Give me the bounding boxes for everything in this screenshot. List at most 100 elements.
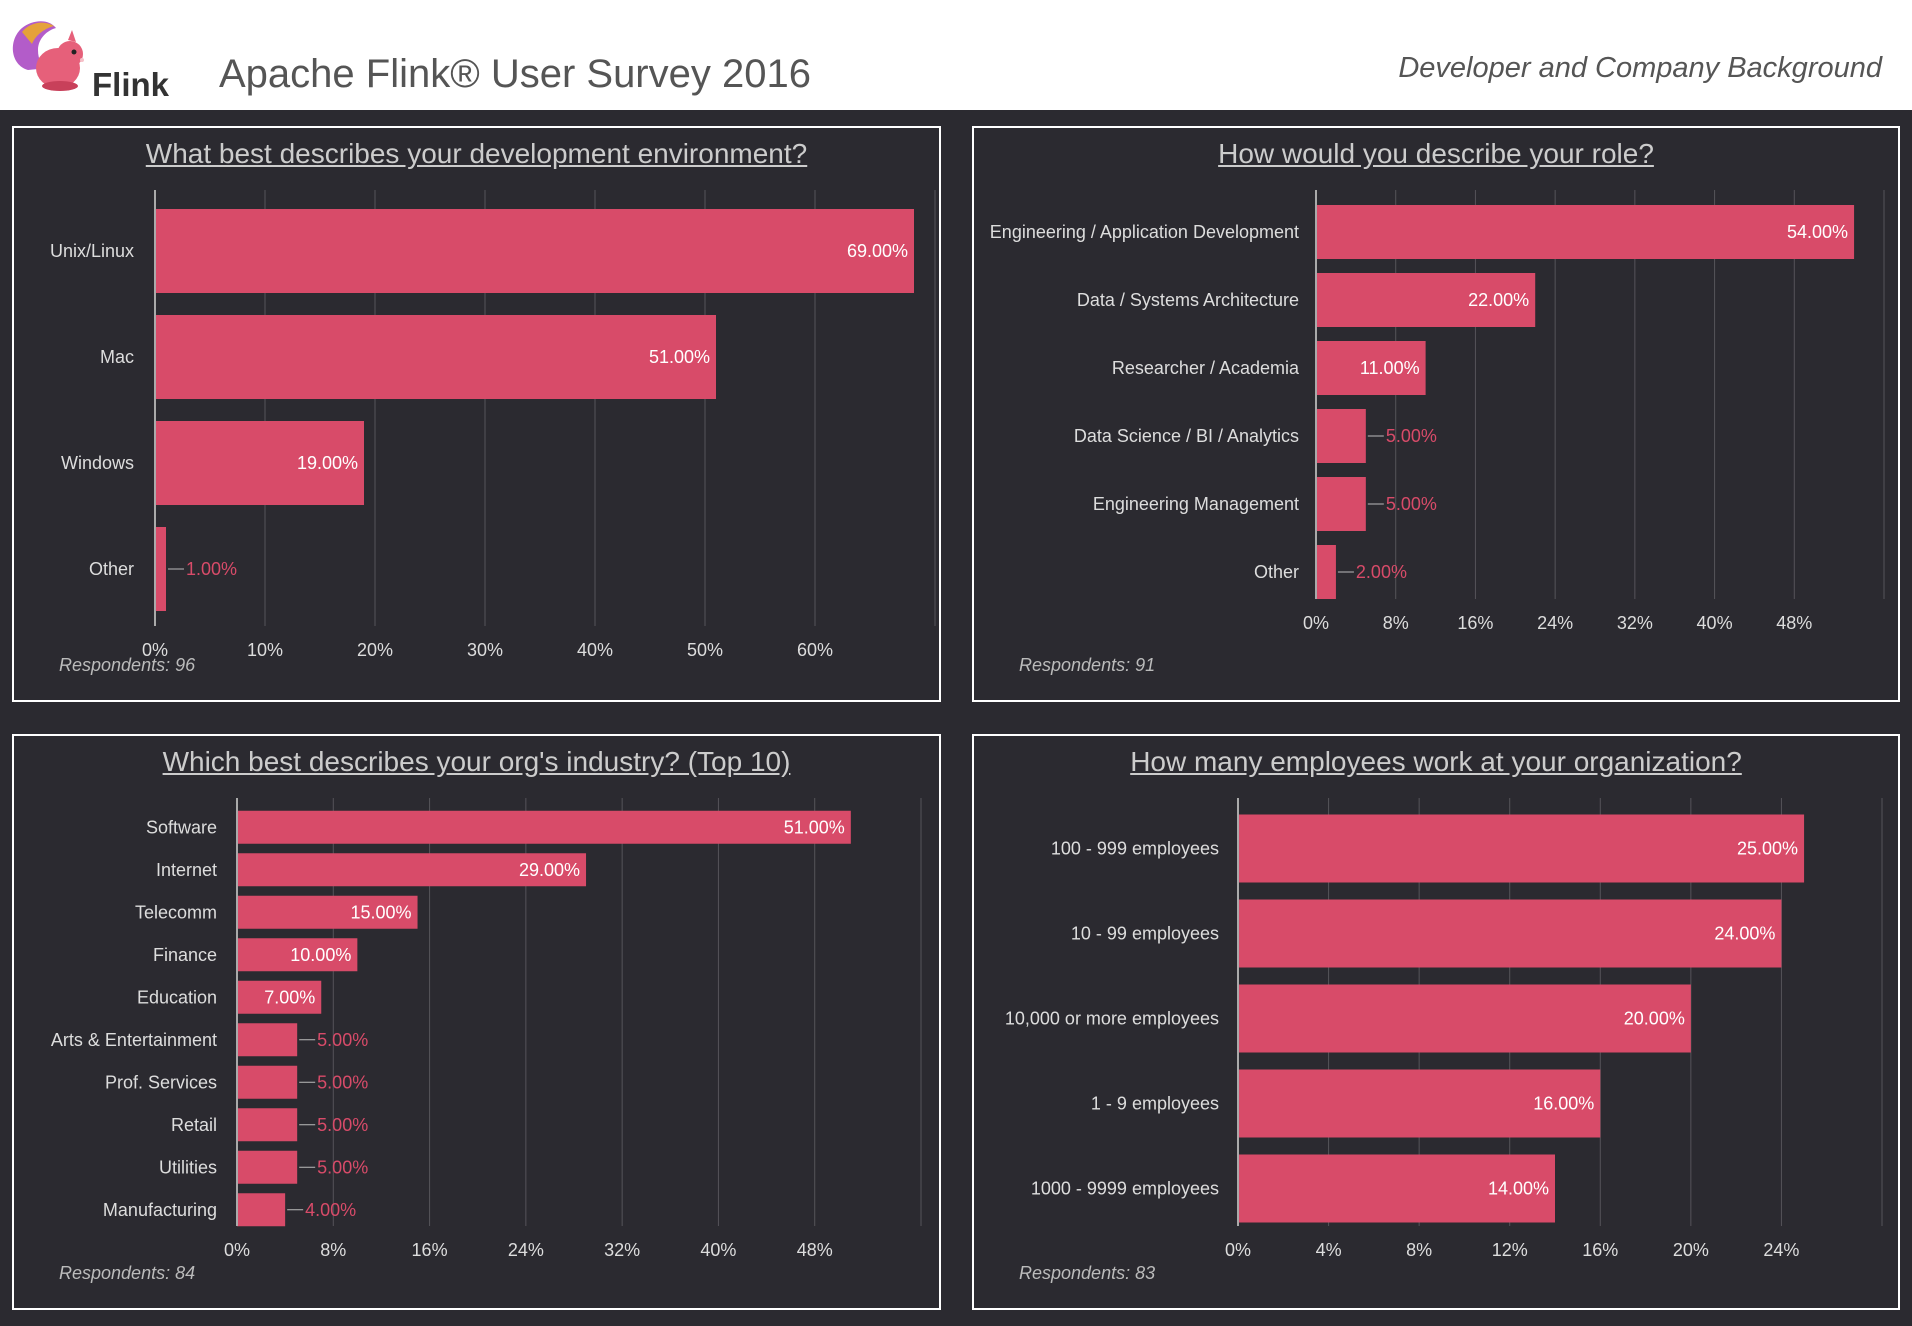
respondents-label: Respondents: [1019,1263,1131,1283]
category-label: 10 - 99 employees [1071,924,1219,944]
data-label: 1.00% [186,559,237,579]
respondents-label: Respondents: [59,655,171,675]
data-label: 5.00% [317,1030,368,1050]
x-tick-label: 40% [1697,613,1733,633]
bar [1238,984,1691,1053]
data-label: 69.00% [847,241,908,261]
data-label: 4.00% [305,1200,356,1220]
x-tick-label: 50% [687,640,723,660]
chart-panel-employees: How many employees work at your organiza… [972,734,1900,1310]
bar [237,810,851,844]
bar [237,1065,298,1099]
category-label: Windows [61,453,134,473]
category-label: 1 - 9 employees [1091,1094,1219,1114]
data-label: 51.00% [649,347,710,367]
page-subtitle: Developer and Company Background [1398,52,1882,84]
bar [237,895,418,929]
bar [1316,273,1536,327]
chart-panel-dev-environment: What best describes your development env… [12,126,941,702]
respondents-label: Respondents: [59,1263,171,1283]
header: Flink Apache Flink® User Survey 2016 Dev… [0,0,1912,110]
x-tick-label: 10% [247,640,283,660]
category-label: Education [137,987,217,1007]
data-label: 5.00% [1386,494,1437,514]
x-tick-label: 40% [577,640,613,660]
x-tick-label: 40% [700,1240,736,1260]
x-tick-label: 16% [1582,1240,1618,1260]
respondents-label: Respondents: [1019,655,1131,675]
respondents-note: Respondents: 84 [59,1263,195,1284]
bar [237,853,587,887]
category-label: Other [1254,562,1299,582]
bar-chart-dev-environment: Unix/Linux 69.00% Mac 51.00% Windows 19.00% Ot… [50,190,936,660]
bar [1316,477,1366,531]
category-label: 1000 - 9999 employees [1031,1179,1219,1199]
x-tick-label: 0% [224,1240,250,1260]
bar [1316,409,1366,463]
flink-logo: Flink [8,10,178,103]
bar [237,1193,286,1227]
category-label: Researcher / Academia [1112,358,1300,378]
chart-title: Which best describes your org's industry… [162,746,791,777]
x-tick-label: 8% [320,1240,346,1260]
category-label: Finance [153,945,217,965]
x-tick-label: 8% [1406,1240,1432,1260]
data-label: 22.00% [1468,290,1529,310]
bar [237,980,322,1014]
x-tick-label: 16% [412,1240,448,1260]
x-tick-label: 0% [1303,613,1329,633]
category-label: Unix/Linux [50,241,134,261]
bar-chart-role: Engineering / Application Development 54.… [990,190,1885,633]
x-tick-label: 48% [797,1240,833,1260]
bar [1316,205,1855,259]
bar [237,1150,298,1184]
data-label: 24.00% [1714,924,1775,944]
logo-text: Flink [92,66,170,103]
bar [1316,341,1426,395]
chart-title: What best describes your development env… [145,138,808,169]
x-tick-label: 16% [1457,613,1493,633]
respondents-count: 96 [175,655,196,675]
x-tick-label: 20% [357,640,393,660]
chart-panel-role: How would you describe your role? Engine… [972,126,1900,702]
category-label: Data Science / BI / Analytics [1074,426,1299,446]
category-label: Software [146,817,217,837]
data-label: 19.00% [297,453,358,473]
category-label: Internet [156,860,217,880]
x-tick-label: 4% [1316,1240,1342,1260]
data-label: 5.00% [317,1157,368,1177]
chart-title: How would you describe your role? [1218,138,1654,169]
data-label: 51.00% [784,817,845,837]
category-label: Prof. Services [105,1072,217,1092]
x-tick-label: 24% [1763,1240,1799,1260]
data-label: 20.00% [1624,1009,1685,1029]
category-label: Arts & Entertainment [51,1030,217,1050]
bar [155,315,716,399]
respondents-note: Respondents: 83 [1019,1263,1155,1284]
category-label: Other [89,559,134,579]
data-label: 5.00% [317,1072,368,1092]
x-tick-label: 24% [508,1240,544,1260]
respondents-count: 83 [1135,1263,1156,1283]
category-label: Engineering Management [1093,494,1299,514]
data-label: 7.00% [264,987,315,1007]
respondents-count: 91 [1135,655,1156,675]
chart-title: How many employees work at your organiza… [1130,746,1742,777]
category-label: 100 - 999 employees [1051,839,1219,859]
squirrel-logo-icon [12,21,84,91]
x-tick-label: 24% [1537,613,1573,633]
x-tick-label: 48% [1776,613,1812,633]
bar [1238,899,1782,968]
x-tick-label: 0% [142,640,168,660]
x-tick-label: 30% [467,640,503,660]
bar-chart-employees: 100 - 999 employees 25.00% 10 - 99 employe… [1005,798,1883,1260]
x-tick-label: 60% [797,640,833,660]
category-label: Engineering / Application Development [990,222,1299,242]
respondents-note: Respondents: 91 [1019,655,1155,676]
x-tick-label: 12% [1492,1240,1528,1260]
bar [1238,1154,1555,1223]
page-title: Apache Flink® User Survey 2016 [219,52,811,96]
respondents-note: Respondents: 96 [59,655,195,676]
data-label: 25.00% [1737,839,1798,859]
category-label: Telecomm [135,902,217,922]
